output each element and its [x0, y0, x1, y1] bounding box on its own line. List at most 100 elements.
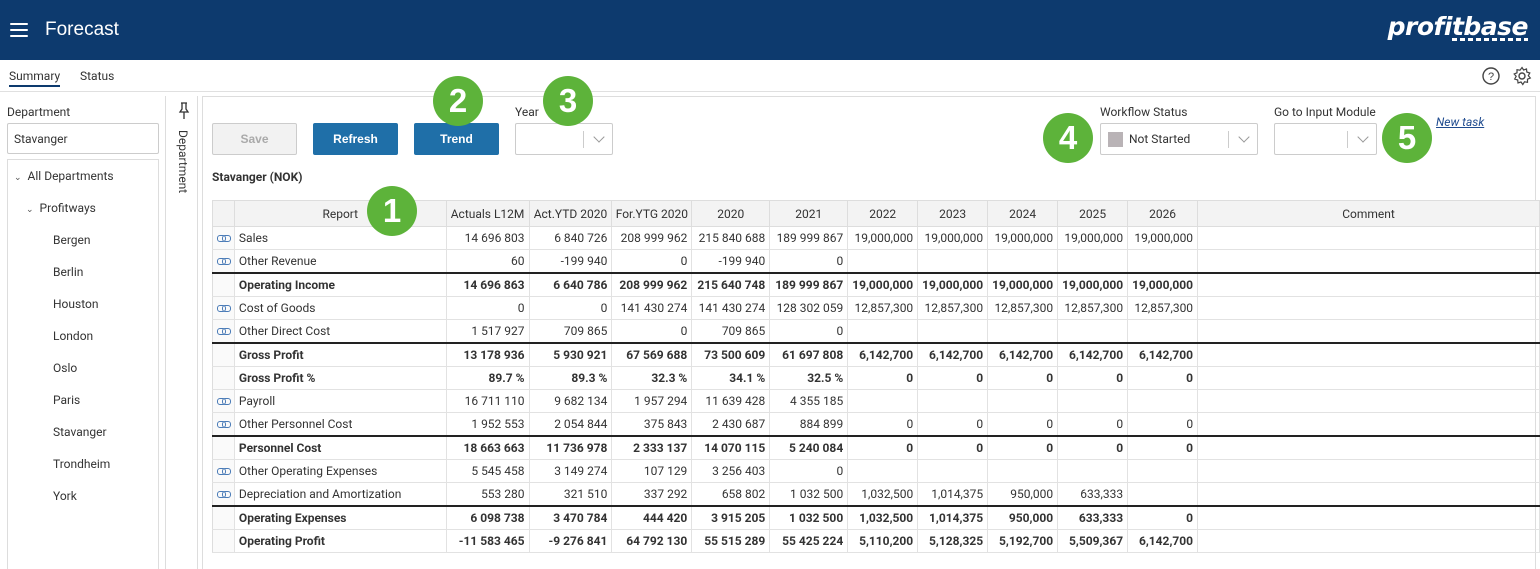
value-cell[interactable]: 0 [1057, 412, 1128, 437]
value-cell[interactable] [917, 389, 988, 414]
table-row[interactable]: Sales 14 696 803 6 840 726 208 999 962 215 8… [212, 226, 1540, 251]
tree-item-profitways[interactable]: ⌄ Profitways [26, 201, 96, 215]
chevron-down-icon[interactable]: ⌄ [26, 205, 34, 215]
tree-item-bergen[interactable]: Bergen [53, 233, 91, 247]
drilldown-link-icon[interactable] [212, 389, 235, 414]
value-cell[interactable]: 950,000 [987, 482, 1058, 507]
value-cell[interactable]: 5,192,700 [987, 529, 1058, 554]
value-cell[interactable]: 0 [987, 412, 1058, 437]
comment-cell[interactable] [1197, 505, 1540, 530]
drilldown-link-icon[interactable] [212, 459, 235, 484]
table-row[interactable]: Other Operating Expenses 5 545 458 3 149 2… [212, 459, 1540, 484]
table-row[interactable]: Operating Expenses 6 098 738 3 470 784 444 … [212, 505, 1540, 530]
input-module-select[interactable] [1274, 123, 1377, 155]
value-cell[interactable]: 0 [987, 366, 1058, 391]
table-row[interactable]: Depreciation and Amortization 553 280 321 … [212, 482, 1540, 507]
pin-icon[interactable] [178, 102, 190, 120]
drilldown-link-icon[interactable] [212, 226, 235, 251]
value-cell[interactable]: 633,333 [1057, 482, 1128, 507]
trend-button[interactable]: Trend [414, 123, 499, 155]
col-header[interactable]: 2026 [1127, 200, 1199, 227]
value-cell[interactable]: 19,000,000 [987, 272, 1058, 297]
value-cell[interactable]: 19,000,000 [1057, 272, 1128, 297]
value-cell[interactable]: 0 [917, 412, 988, 437]
value-cell[interactable]: 12,857,300 [1057, 296, 1128, 321]
value-cell[interactable] [1127, 389, 1198, 414]
value-cell[interactable]: 19,000,000 [917, 272, 988, 297]
value-cell[interactable]: 19,000,000 [1127, 272, 1198, 297]
value-cell[interactable] [1127, 319, 1198, 344]
comment-cell[interactable] [1197, 226, 1540, 251]
department-pane-label[interactable]: Department [176, 130, 190, 194]
drilldown-link-icon[interactable] [212, 249, 235, 274]
value-cell[interactable]: 0 [1127, 505, 1198, 530]
tab-status[interactable]: Status [80, 69, 115, 83]
comment-cell[interactable] [1197, 319, 1540, 344]
value-cell[interactable]: 1,014,375 [917, 505, 988, 530]
drilldown-link-icon[interactable] [212, 319, 235, 344]
value-cell[interactable]: 19,000,000 [847, 272, 918, 297]
comment-cell[interactable] [1197, 412, 1540, 437]
col-header[interactable]: Comment [1197, 200, 1540, 227]
value-cell[interactable] [1127, 459, 1198, 484]
value-cell[interactable]: 6,142,700 [987, 341, 1058, 367]
col-header[interactable]: 2021 [769, 200, 849, 227]
comment-cell[interactable] [1197, 249, 1540, 274]
col-header[interactable]: Actuals L12M [445, 200, 530, 227]
col-header[interactable]: 2022 [847, 200, 919, 227]
value-cell[interactable]: 0 [1057, 435, 1128, 460]
tree-item-oslo[interactable]: Oslo [53, 361, 78, 375]
value-cell[interactable]: 12,857,300 [917, 296, 988, 321]
value-cell[interactable] [847, 389, 918, 414]
value-cell[interactable] [917, 249, 988, 274]
comment-cell[interactable] [1197, 296, 1540, 321]
value-cell[interactable]: 0 [1127, 435, 1198, 460]
value-cell[interactable]: 0 [847, 412, 918, 437]
drilldown-link-icon[interactable] [212, 412, 235, 437]
value-cell[interactable]: 12,857,300 [847, 296, 918, 321]
col-header[interactable]: Act.YTD 2020 [528, 200, 613, 227]
value-cell[interactable]: 19,000,000 [1127, 226, 1198, 251]
value-cell[interactable]: 5,509,367 [1057, 529, 1128, 554]
col-header[interactable]: 2025 [1057, 200, 1129, 227]
table-row[interactable]: Payroll 16 711 110 9 682 134 1 957 294 11 63… [212, 389, 1540, 414]
chevron-down-icon[interactable]: ⌄ [14, 173, 22, 183]
value-cell[interactable]: 19,000,000 [987, 226, 1058, 251]
value-cell[interactable] [917, 459, 988, 484]
refresh-button[interactable]: Refresh [313, 123, 398, 155]
value-cell[interactable]: 0 [847, 435, 918, 460]
tree-item-paris[interactable]: Paris [53, 393, 81, 407]
value-cell[interactable] [1057, 249, 1128, 274]
tree-item-houston[interactable]: Houston [53, 297, 99, 311]
value-cell[interactable]: 19,000,000 [847, 226, 918, 251]
menu-icon[interactable] [10, 23, 28, 37]
tree-item-london[interactable]: London [53, 329, 94, 343]
value-cell[interactable]: 950,000 [987, 505, 1058, 530]
comment-cell[interactable] [1197, 529, 1540, 554]
col-header[interactable]: 2023 [917, 200, 989, 227]
value-cell[interactable]: 1,014,375 [917, 482, 988, 507]
value-cell[interactable]: 6,142,700 [1127, 341, 1198, 367]
value-cell[interactable]: 5,110,200 [847, 529, 918, 554]
value-cell[interactable] [987, 319, 1058, 344]
table-row[interactable]: Gross Profit % 89.7 % 89.3 % 32.3 % 34.1 % 32… [212, 366, 1540, 391]
value-cell[interactable] [847, 319, 918, 344]
department-pane-tab[interactable] [166, 96, 198, 569]
table-row[interactable]: Personnel Cost 18 663 663 11 736 978 2 333 … [212, 435, 1540, 460]
value-cell[interactable]: 19,000,000 [1057, 226, 1128, 251]
comment-cell[interactable] [1197, 366, 1540, 391]
comment-cell[interactable] [1197, 482, 1540, 507]
gear-icon[interactable] [1512, 66, 1532, 86]
value-cell[interactable]: 0 [1057, 366, 1128, 391]
table-row[interactable]: Gross Profit 13 178 936 5 930 921 67 569 68… [212, 341, 1540, 367]
tree-item-all-departments[interactable]: ⌄ All Departments [14, 169, 114, 183]
table-row[interactable]: Operating Profit -11 583 465 -9 276 841 64 … [212, 529, 1540, 554]
workflow-status-select[interactable]: Not Started [1100, 123, 1258, 155]
comment-cell[interactable] [1197, 272, 1540, 297]
tab-summary[interactable]: Summary [9, 69, 61, 87]
tree-item-stavanger[interactable]: Stavanger [53, 425, 107, 439]
value-cell[interactable]: 633,333 [1057, 505, 1128, 530]
value-cell[interactable]: 0 [987, 435, 1058, 460]
new-task-link[interactable]: New task [1436, 115, 1485, 129]
value-cell[interactable]: 12,857,300 [1127, 296, 1198, 321]
